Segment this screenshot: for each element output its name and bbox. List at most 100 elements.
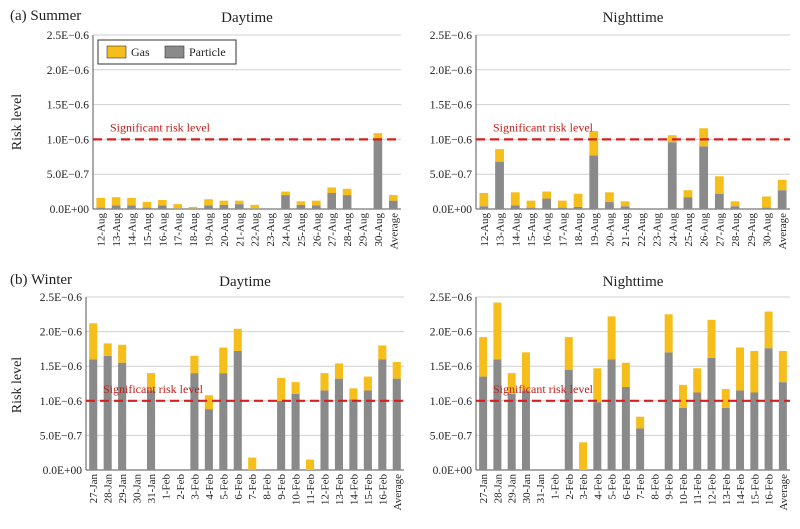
chart-title-summer_day: Daytime (221, 10, 273, 26)
x-tick-label-summer_day: 25-Aug (296, 213, 308, 247)
x-tick-label-summer_day: 22-Aug (250, 213, 262, 247)
significant-risk-label-winter_night: Significant risk level (493, 382, 594, 396)
bar-gas-winter_night-4-Feb (593, 368, 602, 403)
chart-winter-daytime: Daytime 0.0E+00 5.0E−0.7 1.0E−0.6 1.5E−0.6 2.… (40, 274, 404, 510)
x-tick-label-winter_night: 1-Feb (550, 474, 562, 500)
bar-gas-summer_day-28-Aug (342, 188, 352, 196)
panel-label-summer: (a) Summer (10, 8, 81, 24)
bar-particle-winter_day-6-Feb (233, 350, 242, 470)
bar-gas-winter_day-9-Feb (277, 377, 286, 401)
bar-particle-summer_night-28-Aug (730, 206, 740, 209)
bar-particle-winter_day-5-Feb (219, 373, 228, 470)
x-tick-label-winter_day: 29-Jan (117, 474, 129, 504)
bar-gas-summer_night-15-Aug (526, 200, 536, 208)
bar-particle-summer_day-22-Aug (250, 208, 260, 209)
bar-particle-summer_day-20-Aug (219, 204, 229, 209)
bar-particle-winter_night-12-Feb (707, 357, 716, 470)
x-tick-label-winter_day: Average (392, 474, 404, 511)
bar-particle-winter_day-15-Feb (363, 390, 372, 470)
x-tick-label-summer_day: 17-Aug (173, 213, 185, 247)
bar-gas-winter_day-11-Feb (305, 459, 315, 470)
bar-particle-summer_night-25-Aug (683, 197, 693, 209)
bar-particle-summer_day-27-Aug (327, 192, 337, 209)
bar-gas-winter_night-28-Jan (493, 302, 502, 360)
x-tick-label-winter_night: 14-Feb (735, 474, 747, 506)
x-tick-label-winter_day: 30-Jan (132, 474, 144, 504)
bar-particle-winter_night-4-Feb (593, 402, 602, 470)
y-tick-label-winter_night: 2.0E−0.6 (430, 327, 473, 339)
significant-risk-label-winter_day: Significant risk level (103, 382, 204, 396)
y-tick-label-winter_day: 2.5E−0.6 (40, 292, 83, 304)
bar-gas-summer_night-20-Aug (605, 192, 614, 203)
bar-particle-summer_day-18-Aug (188, 208, 198, 209)
x-tick-label-summer_day: 16-Aug (157, 213, 169, 247)
x-tick-label-summer_night: 22-Aug (636, 213, 648, 247)
bar-gas-winter_day-14-Feb (349, 388, 358, 400)
x-tick-label-summer_night: 24-Aug (667, 213, 679, 247)
y-tick-label-winter_day: 0.0E+00 (43, 465, 83, 477)
y-tick-label-summer_day: 2.5E−0.6 (47, 30, 90, 42)
x-tick-label-summer_night: 27-Aug (714, 213, 726, 247)
x-tick-label-summer_day: 18-Aug (188, 213, 200, 247)
bar-particle-winter_night-30-Jan (521, 390, 530, 470)
y-axis-label-summer: Risk level (10, 94, 25, 150)
x-tick-label-summer_night: 30-Aug (761, 213, 773, 247)
x-tick-label-winter_day: 10-Feb (291, 474, 303, 506)
bar-particle-winter_night-9-Feb (664, 352, 673, 470)
bar-particle-summer_night-21-Aug (620, 206, 630, 209)
bar-particle-summer_day-15-Aug (142, 207, 152, 209)
bar-particle-summer_day-16-Aug (157, 205, 167, 209)
bar-particle-summer_night-19-Aug (589, 155, 599, 209)
x-tick-label-summer_day: 27-Aug (327, 213, 339, 247)
bar-gas-winter_night-13-Feb (721, 389, 730, 408)
x-tick-label-summer_day: 21-Aug (234, 213, 246, 247)
chart-title-winter_day: Daytime (219, 274, 271, 290)
x-tick-label-summer_night: 20-Aug (604, 213, 616, 247)
panel-label-winter: (b) Winter (10, 272, 72, 288)
bar-gas-winter_night-30-Jan (521, 352, 530, 391)
bar-gas-summer_night-27-Aug (714, 176, 724, 194)
bar-gas-winter_day-3-Feb (190, 355, 199, 374)
bar-gas-summer_night-16-Aug (542, 191, 552, 199)
bar-particle-winter_night-15-Feb (750, 392, 759, 470)
bar-gas-winter_night-11-Feb (693, 368, 702, 393)
x-tick-label-winter_day: 28-Jan (103, 474, 115, 504)
bar-gas-winter_night-27-Jan (479, 337, 488, 377)
bar-particle-winter_day-16-Feb (378, 359, 387, 470)
x-tick-label-winter_day: 5-Feb (218, 474, 230, 500)
bar-gas-winter_night-29-Jan (507, 373, 516, 394)
x-tick-label-summer_night: 16-Aug (542, 213, 554, 247)
bar-gas-summer_night-30-Aug (762, 196, 771, 208)
y-tick-label-summer_night: 1.0E−0.6 (430, 134, 473, 146)
x-tick-label-summer_day: 20-Aug (219, 213, 231, 247)
x-tick-label-summer_day: Average (388, 213, 400, 250)
bar-particle-summer_night-17-Aug (557, 207, 567, 209)
y-tick-label-winter_night: 1.5E−0.6 (430, 361, 473, 373)
bar-particle-winter_night-Average (778, 382, 787, 470)
x-tick-label-summer_night: 15-Aug (526, 213, 538, 247)
bar-particle-summer_night-26-Aug (699, 146, 709, 209)
bar-gas-summer_day-16-Aug (157, 199, 167, 206)
x-tick-label-winter_night: 3-Feb (578, 474, 590, 500)
bar-gas-winter_night-2-Feb (564, 337, 573, 370)
legend-label-particle: Particle (189, 45, 226, 59)
x-tick-label-summer_night: Average (777, 213, 789, 250)
bar-particle-summer_night-Average (777, 190, 787, 209)
bar-particle-summer_day-30-Aug (373, 139, 383, 209)
x-tick-label-winter_day: 11-Feb (305, 474, 317, 505)
bar-gas-summer_night-25-Aug (683, 190, 693, 198)
bar-gas-summer_night-Average (777, 179, 787, 191)
x-tick-label-summer_night: 14-Aug (510, 213, 522, 247)
x-tick-label-summer_day: 30-Aug (373, 213, 385, 247)
bar-particle-summer_day-19-Aug (204, 205, 213, 209)
bar-particle-summer_day-26-Aug (311, 205, 321, 209)
x-tick-label-summer_day: 29-Aug (358, 213, 370, 247)
bar-gas-winter_day-7-Feb (248, 457, 257, 470)
bar-gas-winter_night-14-Feb (736, 347, 745, 391)
bar-gas-summer_night-12-Aug (479, 192, 489, 207)
bar-particle-summer_day-Average (388, 200, 398, 209)
bar-particle-winter_night-10-Feb (678, 407, 687, 470)
significant-risk-label-summer_night: Significant risk level (493, 120, 594, 134)
bar-gas-winter_night-12-Feb (707, 319, 716, 358)
x-tick-label-summer_night: 19-Aug (589, 213, 601, 247)
